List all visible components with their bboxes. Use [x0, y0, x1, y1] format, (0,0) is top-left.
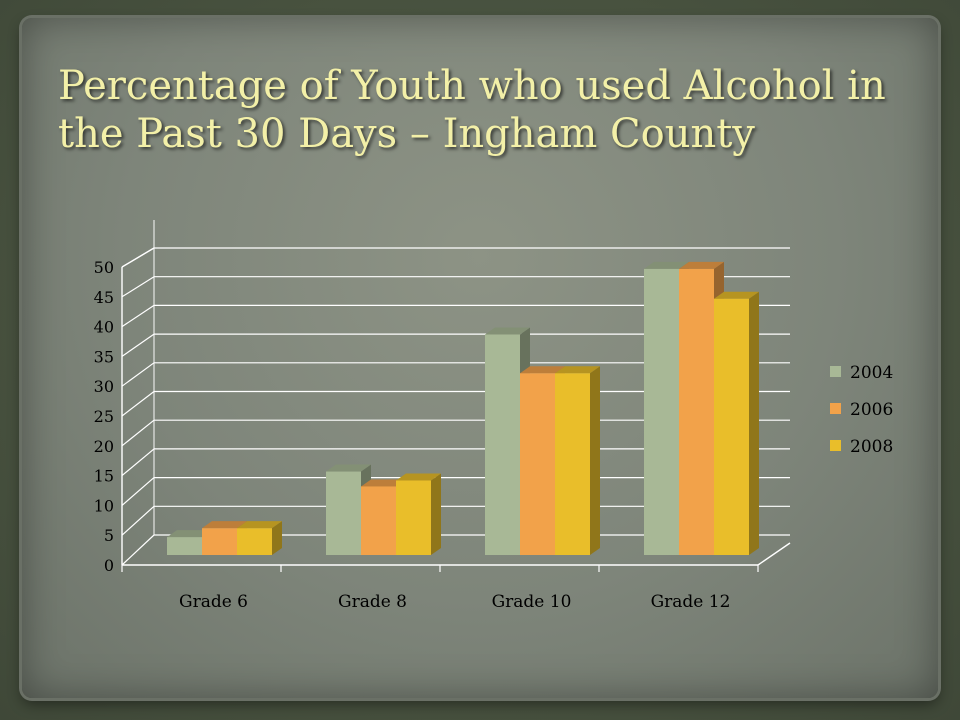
y-tick-label: 45 [94, 288, 114, 307]
y-tick-label: 5 [104, 526, 114, 545]
bar-top [555, 366, 600, 374]
gridline-side [121, 333, 155, 357]
bar-front [485, 334, 520, 555]
gridline-side [121, 477, 155, 506]
bar-front [555, 373, 590, 555]
bar-front [361, 486, 396, 555]
y-tick-label: 15 [94, 467, 114, 486]
x-tick-label: Grade 6 [179, 592, 248, 612]
x-tick-label: Grade 12 [651, 592, 731, 612]
bar-side [431, 473, 441, 555]
bar-side [749, 291, 759, 555]
bar-top [714, 291, 759, 299]
bar-front [714, 298, 749, 555]
chart-legend: 2004 2006 2008 [830, 363, 893, 457]
bar-front [396, 480, 431, 555]
bar-top [202, 521, 247, 529]
bar-top [167, 530, 212, 538]
y-tick-label: 50 [94, 258, 114, 277]
y-axis-ticks: 0 5 10 15 20 25 30 35 40 45 50 [94, 258, 114, 575]
y-tick-label: 20 [94, 437, 114, 456]
bar-2008-grade-8 [396, 473, 441, 555]
bar-top [644, 261, 689, 269]
y-tick-label: 10 [94, 496, 114, 515]
legend-label-2008: 2008 [850, 437, 893, 457]
bar-front [202, 528, 237, 555]
gridline-side [121, 534, 155, 566]
bar-front [237, 528, 272, 555]
bar-top [326, 464, 371, 472]
gridline-side [121, 247, 155, 268]
bar-front [167, 537, 202, 555]
bar-front [679, 268, 714, 555]
legend-swatch-2008 [830, 440, 841, 451]
gridline-side [121, 391, 155, 417]
y-tick-label: 35 [94, 347, 114, 366]
bar-front [326, 471, 361, 555]
bar-side [272, 521, 282, 555]
slide-title: Percentage of Youth who used Alcohol in … [58, 63, 886, 157]
y-tick-label: 30 [94, 377, 114, 396]
x-axis-categories: Grade 6 Grade 8 Grade 10 Grade 12 [121, 565, 759, 612]
bar-top [237, 521, 282, 529]
legend-label-2004: 2004 [850, 363, 893, 383]
gridline-side [121, 304, 155, 328]
gridline-side [121, 505, 155, 536]
floor-right-edge [757, 542, 791, 566]
bar-top [396, 473, 441, 481]
slide-paper [22, 18, 938, 698]
y-tick-label: 0 [104, 556, 114, 575]
bar-top [485, 327, 530, 335]
gridline-side [121, 448, 155, 477]
legend-label-2006: 2006 [850, 400, 893, 420]
legend-swatch-2006 [830, 403, 841, 414]
bar-2008-grade-10 [555, 366, 600, 555]
bar-front [644, 268, 679, 555]
y-tick-label: 40 [94, 318, 114, 337]
bar-side [590, 366, 600, 555]
bar-2008-grade-6 [237, 521, 282, 555]
bar-top [361, 479, 406, 487]
legend-swatch-2004 [830, 366, 841, 377]
bar-top [679, 261, 724, 269]
bar-2008-grade-12 [714, 291, 759, 555]
bar-top [520, 366, 565, 374]
gridline-side [121, 276, 155, 298]
gridline-side [121, 419, 155, 447]
gridline-side [121, 362, 155, 387]
chart-bars [167, 261, 759, 555]
x-tick-label: Grade 8 [338, 592, 407, 612]
bar-front [520, 373, 555, 555]
y-tick-label: 25 [94, 407, 114, 426]
x-tick-label: Grade 10 [492, 592, 572, 612]
